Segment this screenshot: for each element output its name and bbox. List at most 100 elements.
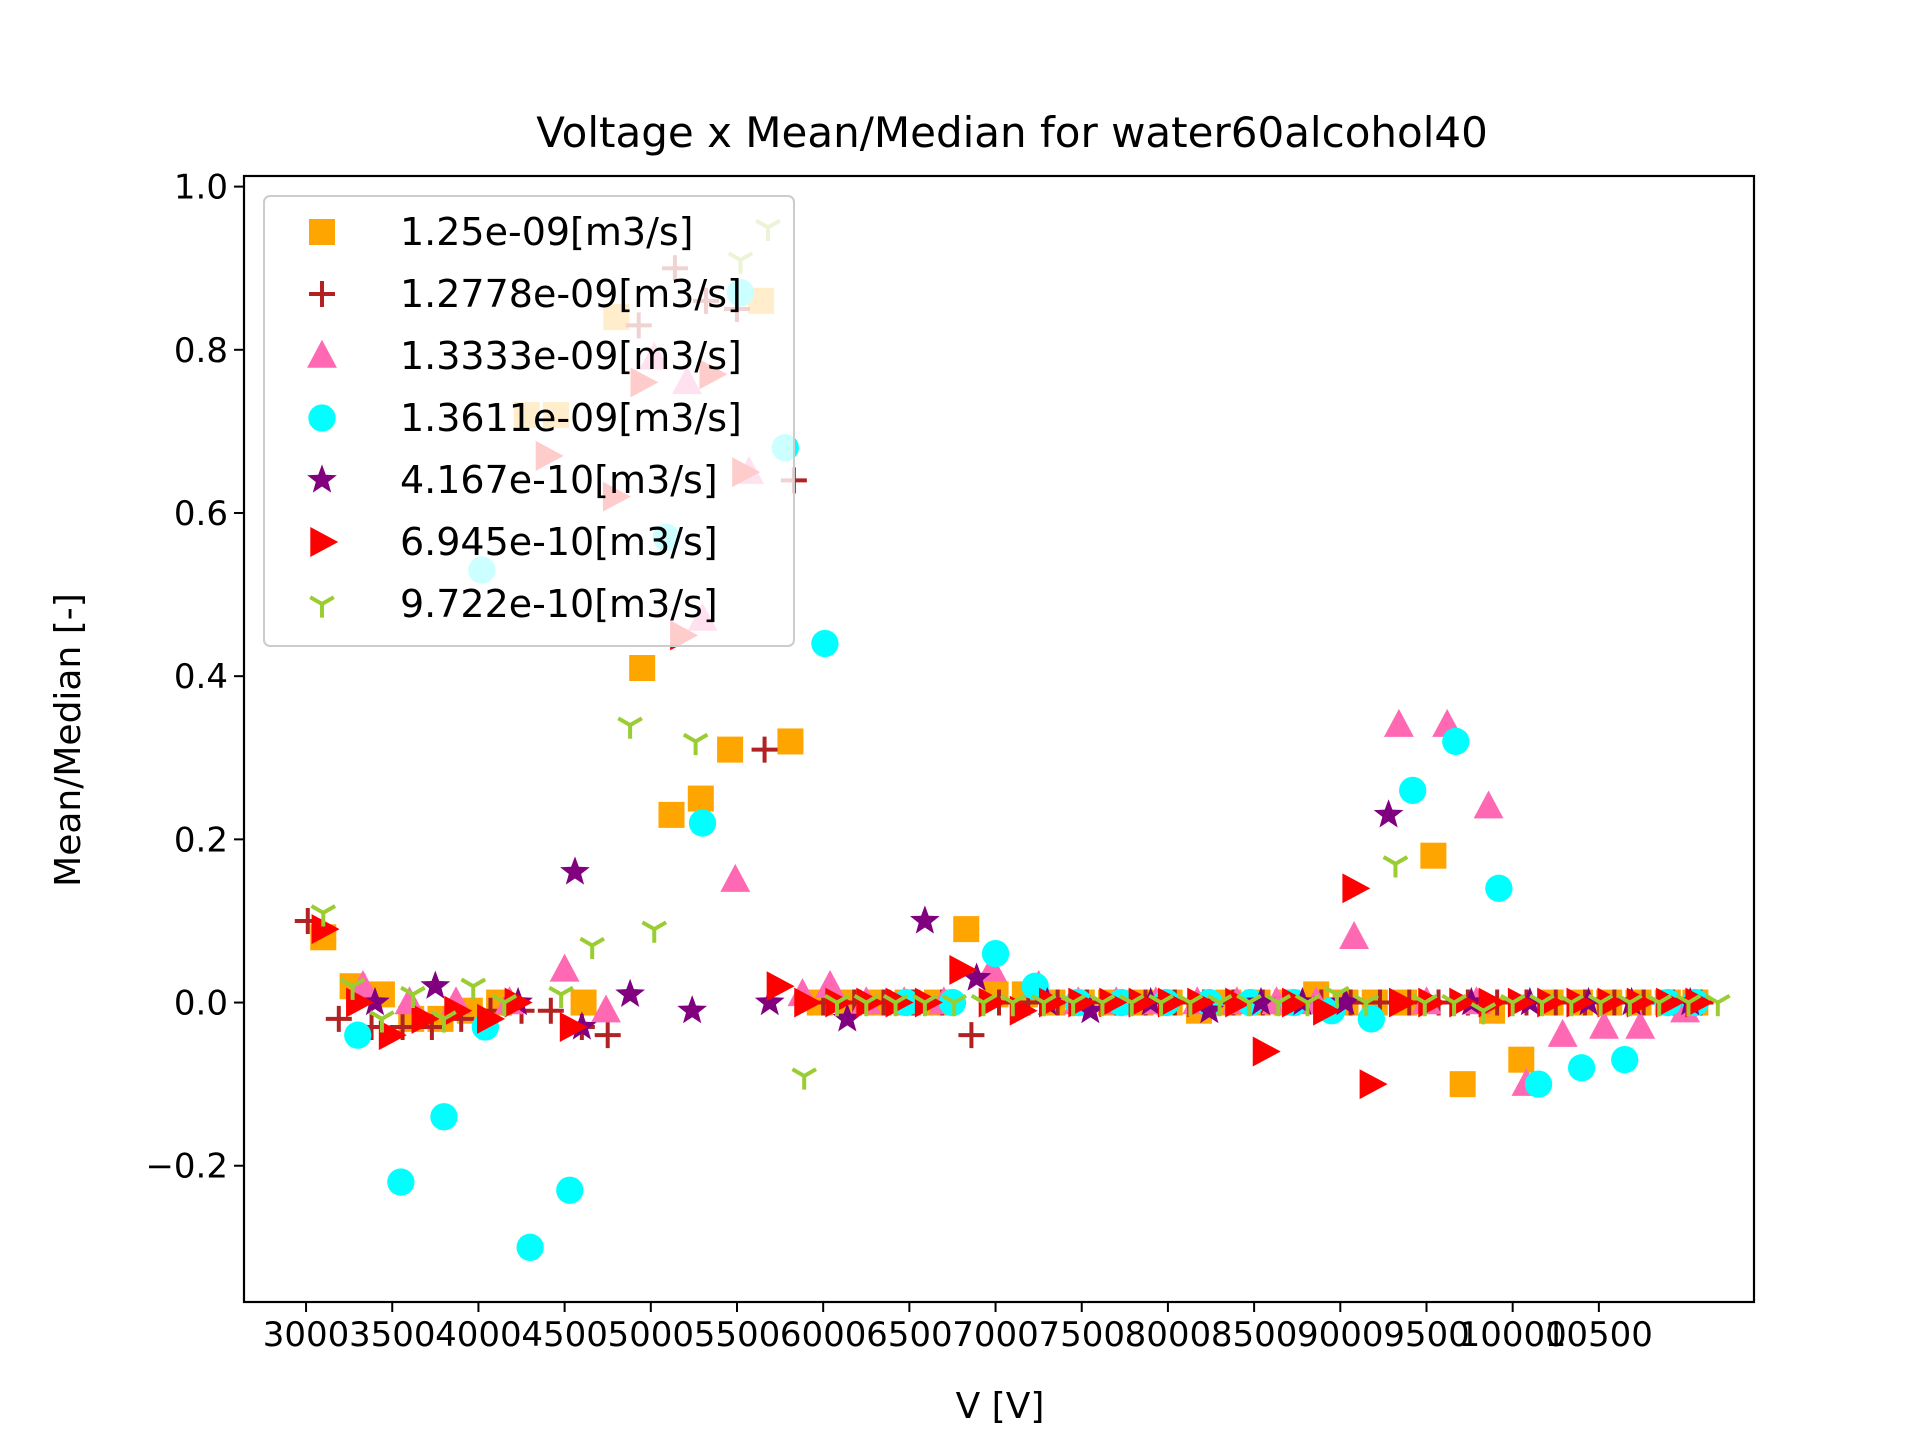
data-point: [912, 993, 938, 1017]
data-point: [953, 916, 980, 943]
data-point: [641, 920, 668, 943]
data-point: [1597, 987, 1626, 1018]
data-point: [1194, 995, 1225, 1024]
y-tick-label: −0.2: [145, 1147, 228, 1187]
data-point: [1030, 993, 1057, 1017]
data-point: [1626, 987, 1655, 1018]
data-point: [791, 1067, 817, 1090]
data-point: [777, 728, 804, 755]
y-tick-label: 0.2: [174, 820, 228, 860]
data-point: [1128, 987, 1157, 1018]
data-point: [1313, 995, 1342, 1026]
data-point: [400, 985, 426, 1009]
data-point: [430, 1103, 458, 1131]
data-point: [1388, 987, 1417, 1018]
data-point: [1357, 1005, 1385, 1033]
legend-item: 6.945e-10[m3/s]: [310, 520, 718, 564]
data-point: [677, 995, 707, 1024]
legend-item: 1.2778e-09[m3/s]: [309, 272, 742, 316]
data-point: [717, 736, 744, 763]
data-point: [1507, 987, 1536, 1018]
legend-marker: [309, 595, 335, 618]
data-point: [1353, 993, 1380, 1017]
data-point: [981, 939, 1010, 968]
data-point: [910, 905, 940, 934]
data-point: [658, 801, 685, 828]
data-point: [1587, 993, 1614, 1017]
data-point: [1589, 1010, 1619, 1039]
data-point: [1339, 921, 1370, 949]
x-tick-label: 9500: [1383, 1315, 1470, 1355]
data-point: [1566, 987, 1595, 1018]
data-point: [491, 993, 518, 1017]
chart-title: Voltage x Mean/Median for water60alcohol…: [536, 108, 1488, 157]
data-point: [1399, 776, 1427, 805]
legend-label: 1.3611e-09[m3/s]: [400, 396, 742, 440]
legend: 1.25e-09[m3/s] 1.2778e-09[m3/s] 1.3333e-09…: [263, 195, 795, 647]
data-point: [1118, 993, 1145, 1017]
legend-item: 9.722e-10[m3/s]: [309, 582, 718, 626]
x-tick-label: 5000: [608, 1315, 695, 1355]
data-point: [591, 994, 621, 1023]
y-tick-label: 0.4: [174, 657, 228, 697]
x-tick-label: 10500: [1545, 1315, 1653, 1355]
legend-item: 1.3611e-09[m3/s]: [308, 396, 742, 440]
legend-label: 1.2778e-09[m3/s]: [400, 272, 742, 316]
x-axis: 3000 3500 4000 4500 5000 5500 6000 6500 7000 7500…: [263, 1302, 1653, 1355]
data-point: [1342, 873, 1371, 904]
data-point: [1685, 987, 1714, 1018]
legend-label: 9.722e-10[m3/s]: [400, 582, 718, 626]
data-point: [1039, 987, 1067, 1018]
data-point: [1567, 1054, 1596, 1082]
data-point: [431, 1010, 457, 1033]
data-point: [941, 993, 968, 1017]
y-tick-label: 0.8: [174, 331, 228, 371]
data-point: [794, 987, 823, 1018]
data-point: [1617, 993, 1643, 1017]
data-point: [824, 993, 850, 1017]
x-tick-label: 8000: [1125, 1315, 1212, 1355]
data-point: [882, 993, 909, 1017]
data-point: [766, 971, 795, 1002]
legend-marker: [307, 464, 337, 493]
data-point: [751, 736, 778, 763]
data-point: [720, 863, 751, 892]
data-point: [549, 953, 580, 982]
legend-label: 1.25e-09[m3/s]: [400, 210, 694, 254]
legend-label: 1.3333e-09[m3/s]: [400, 334, 742, 378]
data-point: [1383, 708, 1414, 737]
data-point: [1529, 993, 1555, 1017]
legend-marker: [307, 339, 337, 368]
data-point: [1294, 993, 1321, 1017]
data-point: [559, 1012, 588, 1042]
x-tick-label: 4000: [435, 1315, 522, 1355]
data-point: [411, 1003, 440, 1034]
data-point: [1177, 993, 1204, 1017]
data-point: [617, 716, 643, 739]
axes-frame: [242, 174, 1756, 1304]
data-point: [1225, 987, 1254, 1018]
data-point: [1449, 1071, 1476, 1098]
x-tick-label: 3500: [349, 1315, 436, 1355]
data-point: [1206, 993, 1233, 1017]
x-tick-label: 6500: [866, 1315, 953, 1355]
data-point: [1373, 799, 1404, 828]
data-point: [978, 987, 1007, 1018]
data-point: [1359, 1069, 1388, 1100]
data-point: [1157, 987, 1186, 1018]
data-point: [885, 987, 914, 1018]
data-point: [1442, 727, 1470, 756]
x-tick-label: 9000: [1297, 1315, 1384, 1355]
data-point: [1470, 1002, 1497, 1025]
data-point: [615, 978, 645, 1007]
legend-marker: [309, 281, 335, 307]
data-point: [444, 995, 473, 1026]
data-point: [949, 954, 978, 985]
data-point: [1558, 993, 1585, 1017]
data-point: [1099, 987, 1128, 1018]
y-tick-label: 0.0: [174, 984, 228, 1024]
data-point: [1611, 1046, 1639, 1074]
x-tick-label: 3000: [263, 1315, 350, 1355]
data-point: [360, 986, 390, 1016]
